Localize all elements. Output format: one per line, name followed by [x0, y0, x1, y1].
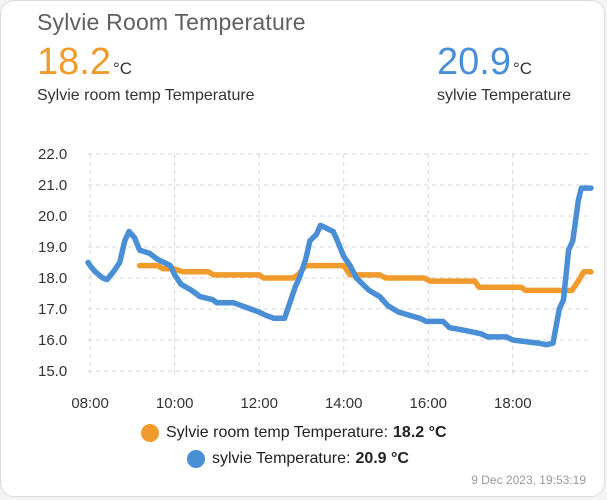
state-room-temp-unit: °C: [112, 59, 133, 78]
state-room-temp[interactable]: 18.2 °C Sylvie room temp Temperature: [37, 39, 255, 105]
legend-dot-icon: [187, 450, 205, 468]
card-title: Sylvie Room Temperature: [37, 9, 306, 35]
legend-dot-icon: [141, 424, 159, 442]
x-tick-label: 08:00: [71, 395, 109, 412]
legend-value: 18.2 °C: [393, 424, 447, 441]
y-tick-label: 15.0: [38, 363, 67, 380]
last-updated-timestamp: 9 Dec 2023, 19:53:19: [471, 473, 586, 487]
x-tick-label: 16:00: [409, 395, 447, 412]
series-line-1[interactable]: [85, 185, 594, 348]
y-tick-label: 18.0: [38, 270, 67, 287]
y-tick-label: 19.0: [38, 239, 67, 256]
y-tick-label: 21.0: [38, 177, 67, 194]
state-sylvie-temp-name: sylvie Temperature: [437, 87, 571, 104]
legend-label: Sylvie room temp Temperature:: [166, 424, 389, 441]
y-tick-label: 22.0: [38, 146, 67, 163]
x-tick-label: 12:00: [240, 395, 278, 412]
x-tick-label: 10:00: [156, 395, 194, 412]
series-line-0[interactable]: [136, 262, 594, 294]
y-tick-label: 16.0: [38, 332, 67, 349]
state-room-temp-name: Sylvie room temp Temperature: [37, 87, 255, 104]
state-room-temp-value: 18.2: [37, 41, 111, 83]
y-tick-label: 20.0: [38, 208, 67, 225]
y-tick-label: 17.0: [38, 301, 67, 318]
x-tick-label: 14:00: [325, 395, 363, 412]
state-sylvie-temp-value: 20.9: [437, 41, 511, 83]
temperature-chart[interactable]: 22.0 21.0 20.0 19.0 18.0 17.0 16.0 15.008:00 10:…: [1, 136, 605, 416]
state-sylvie-temp[interactable]: 20.9 °C sylvie Temperature: [437, 39, 571, 105]
legend-value: 20.9 °C: [355, 450, 409, 467]
legend-item-sylvie-temp[interactable]: sylvie Temperature: 20.9 °C: [187, 450, 409, 468]
x-tick-label: 18:00: [494, 395, 532, 412]
state-sylvie-temp-unit: °C: [512, 59, 533, 78]
legend-item-room-temp[interactable]: Sylvie room temp Temperature: 18.2 °C: [141, 424, 447, 442]
legend-label: sylvie Temperature:: [212, 450, 351, 467]
